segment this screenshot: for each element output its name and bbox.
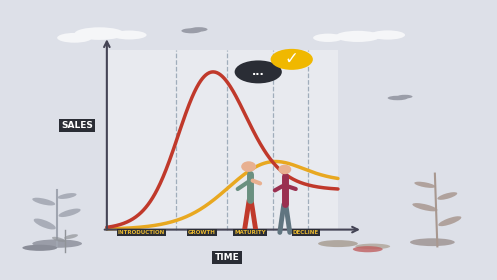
Ellipse shape — [370, 31, 405, 40]
Ellipse shape — [335, 31, 380, 42]
Ellipse shape — [398, 95, 413, 98]
Ellipse shape — [181, 28, 201, 33]
Ellipse shape — [58, 193, 77, 199]
Ellipse shape — [59, 209, 81, 217]
Text: GROWTH: GROWTH — [188, 230, 216, 235]
Text: SALES: SALES — [61, 121, 93, 130]
Ellipse shape — [190, 27, 208, 32]
Text: ...: ... — [252, 67, 264, 77]
Ellipse shape — [112, 31, 147, 39]
Ellipse shape — [278, 7, 318, 21]
Ellipse shape — [355, 244, 390, 249]
Ellipse shape — [271, 49, 313, 70]
Ellipse shape — [313, 34, 343, 42]
Ellipse shape — [32, 239, 82, 248]
Text: DECLINE: DECLINE — [293, 230, 319, 235]
Ellipse shape — [22, 245, 57, 251]
Ellipse shape — [75, 27, 124, 40]
Text: INTRODUCTION: INTRODUCTION — [118, 230, 165, 235]
Ellipse shape — [353, 246, 383, 252]
Text: ✓: ✓ — [285, 50, 299, 68]
Ellipse shape — [139, 0, 209, 18]
Ellipse shape — [414, 182, 435, 188]
Ellipse shape — [413, 203, 437, 211]
Ellipse shape — [99, 11, 149, 28]
Ellipse shape — [278, 165, 291, 174]
Ellipse shape — [388, 96, 408, 100]
Ellipse shape — [34, 218, 56, 230]
Ellipse shape — [318, 240, 358, 247]
Ellipse shape — [52, 237, 65, 242]
Ellipse shape — [235, 60, 282, 83]
Ellipse shape — [437, 192, 457, 200]
FancyBboxPatch shape — [107, 50, 338, 230]
Ellipse shape — [241, 161, 256, 172]
Ellipse shape — [410, 238, 455, 246]
Text: MATURITY: MATURITY — [234, 230, 266, 235]
Ellipse shape — [32, 198, 55, 206]
Ellipse shape — [64, 234, 78, 239]
Ellipse shape — [57, 33, 92, 43]
Ellipse shape — [214, 4, 263, 19]
Text: TIME: TIME — [215, 253, 240, 262]
Ellipse shape — [438, 216, 461, 226]
